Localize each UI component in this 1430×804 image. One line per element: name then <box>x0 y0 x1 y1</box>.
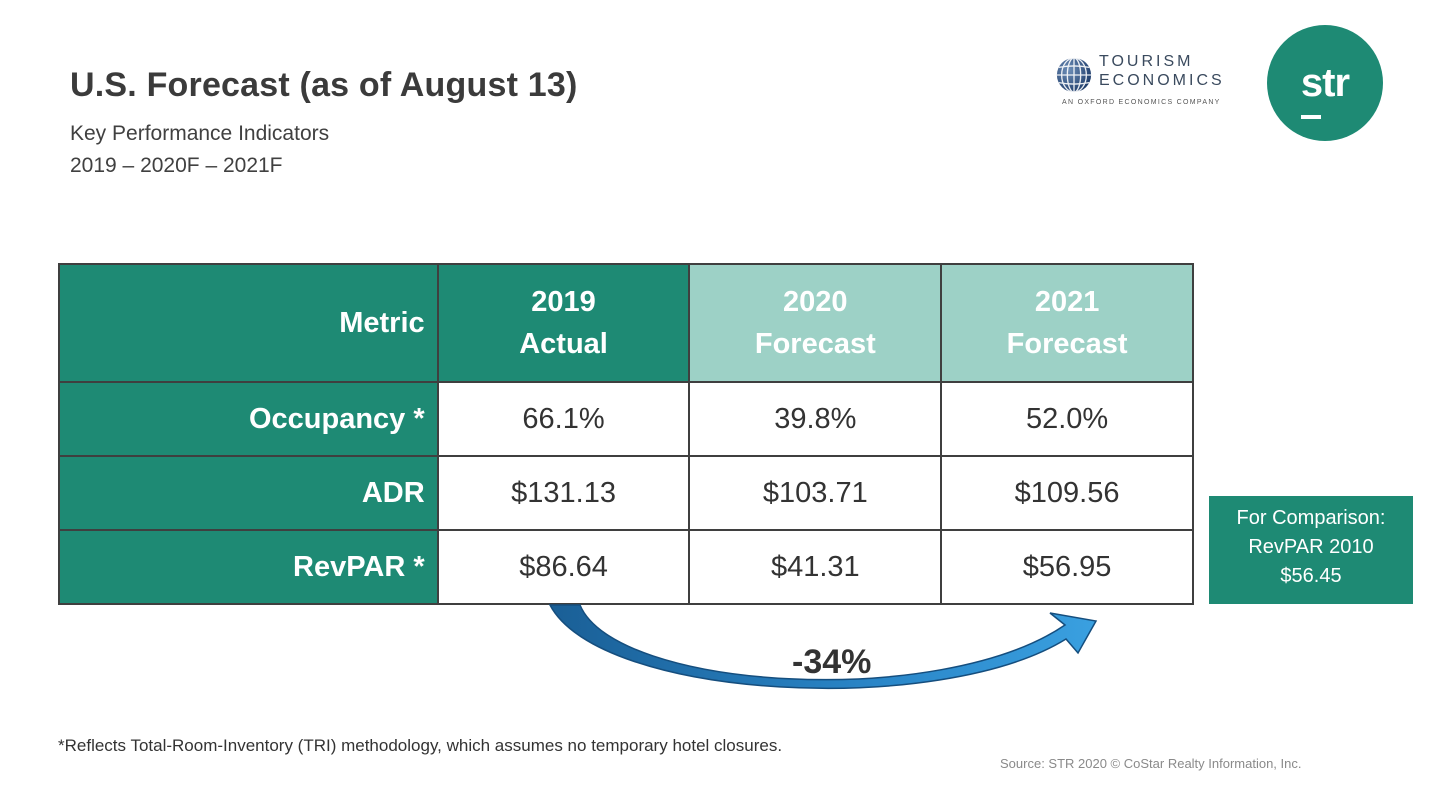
comparison-heading: For Comparison: <box>1236 507 1386 529</box>
header-2020-label: Forecast <box>754 328 876 360</box>
cell-revpar-2020: $41.31 <box>688 529 943 605</box>
tourism-tagline: AN OXFORD ECONOMICS COMPANY <box>1062 99 1221 106</box>
table-header-row: Metric 2019 Actual 2020 Forecast 2021 Fo… <box>58 263 1194 383</box>
cell-adr-2019: $131.13 <box>436 455 691 531</box>
header-2020-forecast: 2020 Forecast <box>688 263 943 383</box>
comparison-box: For Comparison: RevPAR 2010 $56.45 <box>1209 496 1413 604</box>
table-row-revpar: RevPAR * $86.64 $41.31 $56.95 <box>58 529 1194 605</box>
table-row-adr: ADR $131.13 $103.71 $109.56 <box>58 455 1194 531</box>
str-logo: str <box>1267 25 1383 141</box>
curved-arrow-icon <box>548 604 1098 689</box>
page-title: U.S. Forecast (as of August 13) <box>70 66 578 104</box>
cell-revpar-2021: $56.95 <box>940 529 1194 605</box>
header-2019-label: Actual <box>519 328 608 360</box>
str-logo-underline <box>1301 115 1321 119</box>
header-2019-actual: 2019 Actual <box>436 263 691 383</box>
cell-occupancy-2019: 66.1% <box>436 381 691 457</box>
header-2021-forecast: 2021 Forecast <box>940 263 1194 383</box>
tourism-word: TOURISM <box>1099 53 1194 70</box>
cell-revpar-2019: $86.64 <box>436 529 691 605</box>
comparison-metric: RevPAR 2010 <box>1248 536 1374 558</box>
row-label-adr: ADR <box>58 455 439 531</box>
tourism-economics-logo: TOURISM ECONOMICS AN OXFORD ECONOMICS CO… <box>1055 52 1235 112</box>
cell-occupancy-2021: 52.0% <box>940 381 1194 457</box>
header-2021-label: Forecast <box>1006 328 1128 360</box>
change-label: -34% <box>792 643 872 681</box>
row-label-occupancy: Occupancy * <box>58 381 439 457</box>
row-label-revpar: RevPAR * <box>58 529 439 605</box>
cell-occupancy-2020: 39.8% <box>688 381 943 457</box>
source-credit: Source: STR 2020 © CoStar Realty Informa… <box>1000 756 1302 771</box>
str-logo-text: str <box>1300 61 1350 105</box>
cell-adr-2020: $103.71 <box>688 455 943 531</box>
subtitle-kpi: Key Performance Indicators <box>70 122 330 145</box>
header-metric: Metric <box>58 263 439 383</box>
table-row-occupancy: Occupancy * 66.1% 39.8% 52.0% <box>58 381 1194 457</box>
footnote: *Reflects Total-Room-Inventory (TRI) met… <box>58 736 783 755</box>
cell-adr-2021: $109.56 <box>940 455 1194 531</box>
globe-icon <box>1056 57 1092 93</box>
header-2021-year: 2021 <box>1034 286 1100 318</box>
header-2020-year: 2020 <box>783 286 848 318</box>
tourism-economics-wordmark: TOURISM ECONOMICS <box>1099 52 1225 90</box>
page-subtitle: Key Performance Indicators 2019 – 2020F … <box>70 118 329 182</box>
economics-word: ECONOMICS <box>1099 72 1225 89</box>
subtitle-years: 2019 – 2020F – 2021F <box>70 154 283 177</box>
header-2019-year: 2019 <box>531 286 596 318</box>
comparison-value: $56.45 <box>1280 565 1342 587</box>
kpi-table: Metric 2019 Actual 2020 Forecast 2021 Fo… <box>58 263 1194 605</box>
